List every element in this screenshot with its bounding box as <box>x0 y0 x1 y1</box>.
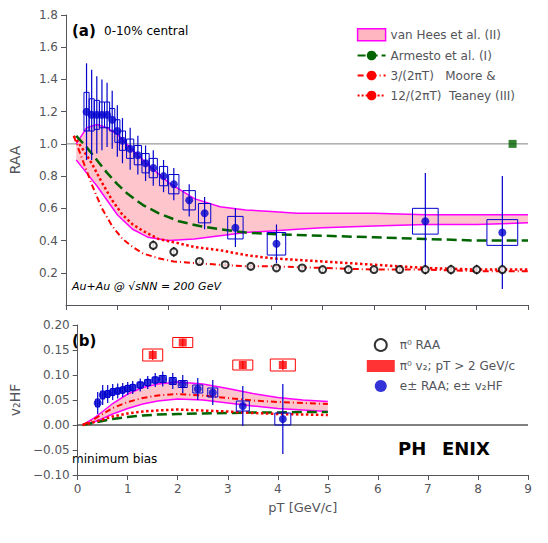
svg-text:van Hees et al. (II): van Hees et al. (II) <box>391 28 501 42</box>
svg-text:0.20: 0.20 <box>43 318 70 332</box>
svg-text:1.4: 1.4 <box>39 72 58 86</box>
svg-text:e± RAA; e± v₂HF: e± RAA; e± v₂HF <box>400 379 503 393</box>
svg-text:0.2: 0.2 <box>39 266 58 280</box>
svg-text:Au+Au @ √sNN = 200 GeV: Au+Au @ √sNN = 200 GeV <box>71 280 222 293</box>
svg-text:ENIX: ENIX <box>442 438 490 459</box>
svg-text:−0.10: −0.10 <box>33 468 70 482</box>
svg-text:3/(2πT) Moore &: 3/(2πT) Moore & <box>391 69 496 83</box>
svg-text:PH: PH <box>398 438 426 459</box>
svg-text:0: 0 <box>74 482 82 496</box>
svg-text:0.6: 0.6 <box>39 201 58 215</box>
svg-text:Armesto et al. (I): Armesto et al. (I) <box>391 49 492 63</box>
svg-text:0.05: 0.05 <box>43 393 70 407</box>
svg-text:0.10: 0.10 <box>43 368 70 382</box>
svg-text:12/(2πT) Teaney (III): 12/(2πT) Teaney (III) <box>391 89 515 103</box>
svg-text:0.15: 0.15 <box>43 343 70 357</box>
svg-text:5: 5 <box>324 482 332 496</box>
svg-text:8: 8 <box>474 482 482 496</box>
svg-text:π⁰ v₂; pT > 2 GeV/c: π⁰ v₂; pT > 2 GeV/c <box>400 359 515 373</box>
svg-text:1.0: 1.0 <box>39 137 58 151</box>
svg-text:1.6: 1.6 <box>39 40 58 54</box>
svg-text:6: 6 <box>374 482 382 496</box>
svg-text:0.4: 0.4 <box>39 234 58 248</box>
svg-text:0.00: 0.00 <box>43 418 70 432</box>
svg-text:7: 7 <box>424 482 432 496</box>
svg-text:v₂HF: v₂HF <box>7 384 23 416</box>
svg-text:−0.05: −0.05 <box>33 443 70 457</box>
svg-text:9: 9 <box>524 482 532 496</box>
svg-text:(b): (b) <box>72 332 96 350</box>
svg-text:1.2: 1.2 <box>39 105 58 119</box>
svg-text:RAA: RAA <box>7 145 23 174</box>
svg-text:minimum bias: minimum bias <box>72 452 157 466</box>
svg-text:pT [GeV/c]: pT [GeV/c] <box>268 500 337 515</box>
svg-text:4: 4 <box>274 482 282 496</box>
svg-text:2: 2 <box>174 482 182 496</box>
svg-text:3: 3 <box>224 482 232 496</box>
svg-text:1: 1 <box>124 482 132 496</box>
svg-text:1.8: 1.8 <box>39 8 58 22</box>
svg-text:π⁰ RAA: π⁰ RAA <box>400 338 441 352</box>
svg-text:0-10% central: 0-10% central <box>104 24 188 38</box>
svg-text:0.8: 0.8 <box>39 169 58 183</box>
svg-text:(a): (a) <box>72 22 96 40</box>
